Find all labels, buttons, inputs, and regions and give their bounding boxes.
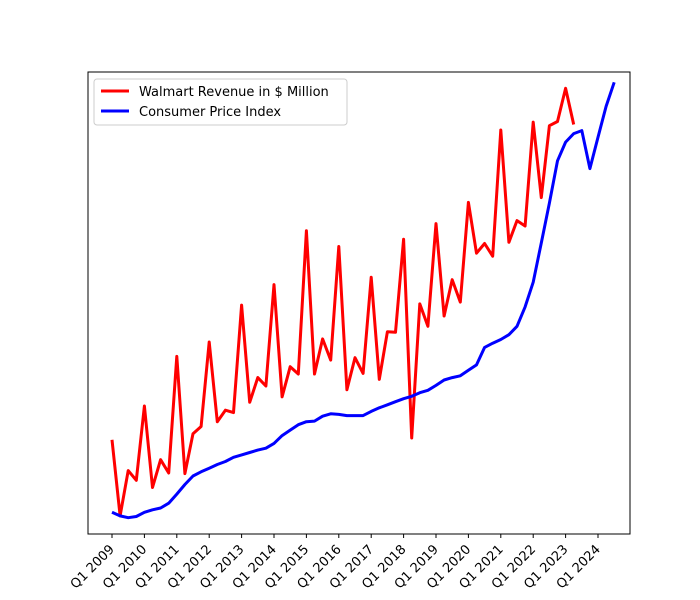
plot-frame [87,71,631,535]
legend-box [93,78,348,126]
series-line-consumer-price-index [111,81,616,520]
series-line-walmart-revenue-in-million [110,86,576,518]
series-layer [110,81,616,520]
plot-area [88,72,630,534]
legend-label-walmart-revenue: Walmart Revenue in $ Million [139,85,329,100]
legend-label-consumer-price-index: Consumer Price Index [139,105,281,120]
legend: Walmart Revenue in $ Million Consumer Pr… [93,78,348,126]
